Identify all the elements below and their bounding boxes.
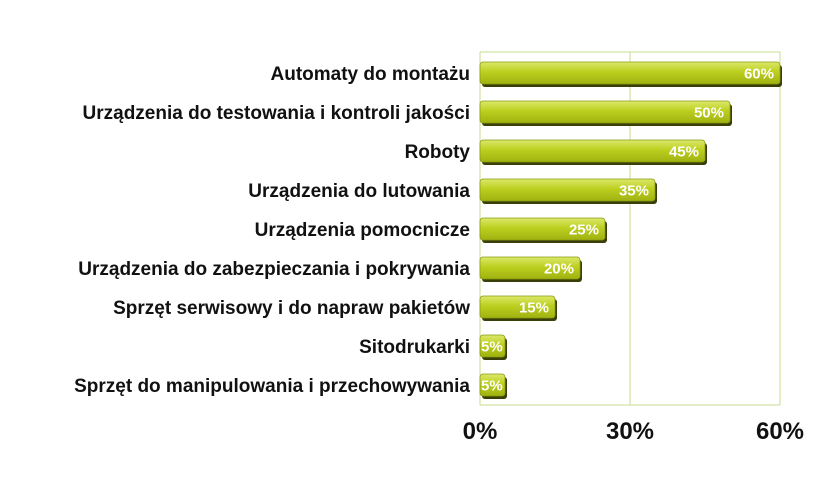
bar — [479, 295, 556, 319]
category-label: Urządzenia do zabezpieczania i pokrywani… — [78, 259, 470, 280]
data-label: 20% — [544, 261, 574, 278]
data-label: 45% — [669, 144, 699, 161]
data-label: 15% — [519, 300, 549, 317]
category-label: Roboty — [405, 142, 471, 163]
bars: 60% 50% 45% 35% 25% 20% 15% 5% 5% — [479, 61, 782, 399]
bar — [479, 178, 656, 202]
bar — [479, 334, 506, 358]
bar — [479, 217, 606, 241]
bar — [479, 100, 731, 124]
bar — [479, 256, 581, 280]
x-tick-label: 60% — [756, 418, 804, 445]
bar — [479, 139, 706, 163]
data-label: 35% — [619, 183, 649, 200]
category-labels: Automaty do montażu Urządzenia do testowa… — [74, 64, 470, 397]
category-label: Urządzenia do lutowania — [248, 181, 470, 202]
x-tick-label: 0% — [463, 418, 498, 445]
bar — [479, 373, 506, 397]
x-tick-label: 30% — [606, 418, 654, 445]
category-label: Sitodrukarki — [359, 337, 470, 358]
bar — [479, 61, 781, 85]
category-label: Automaty do montażu — [271, 64, 471, 85]
data-label: 50% — [694, 105, 724, 122]
x-axis-ticks: 0% 30% 60% — [463, 418, 804, 445]
data-label: 60% — [744, 66, 774, 83]
data-label: 5% — [481, 339, 503, 356]
category-label: Sprzęt do manipulowania i przechowywania — [74, 376, 470, 397]
data-label: 25% — [569, 222, 599, 239]
category-label: Sprzęt serwisowy i do napraw pakietów — [113, 298, 470, 319]
data-label: 5% — [481, 378, 503, 395]
category-label: Urządzenia pomocnicze — [255, 220, 470, 241]
category-label: Urządzenia do testowania i kontroli jako… — [83, 103, 470, 124]
